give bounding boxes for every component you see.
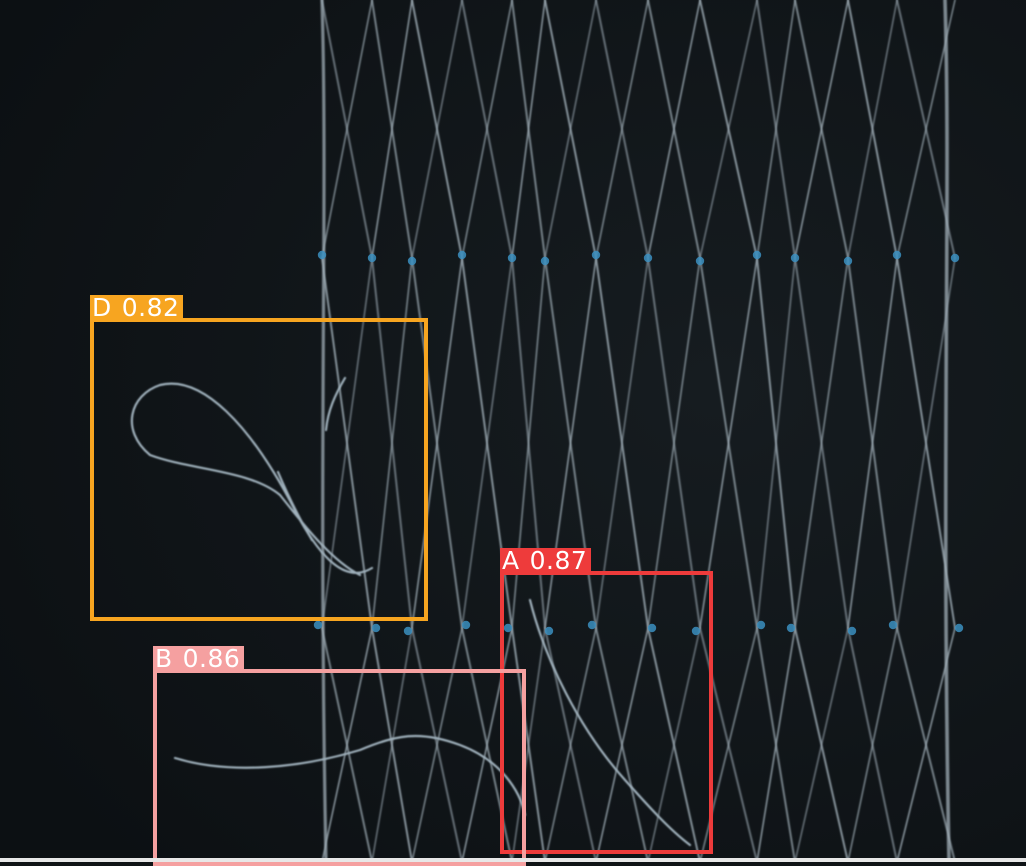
net-strand	[847, 257, 898, 629]
net-knot	[591, 250, 601, 260]
net-strand	[896, 0, 956, 259]
detection-label-b: B 0.86	[153, 644, 245, 673]
net-knot	[367, 253, 377, 263]
net-strand	[371, 257, 413, 629]
net-knot	[371, 623, 381, 633]
net-knot	[950, 253, 960, 263]
net-strand	[847, 0, 898, 259]
net-strand	[699, 0, 758, 259]
net-knot	[892, 250, 902, 260]
a-strand	[528, 598, 692, 847]
net-knot	[843, 256, 853, 266]
net-strand	[756, 627, 796, 862]
net-strand	[756, 0, 796, 259]
net-strand	[794, 627, 849, 862]
detection-confidence-b: 0.86	[182, 644, 241, 673]
net-knot	[643, 253, 653, 263]
net-knot	[403, 626, 413, 636]
net-knot	[691, 626, 701, 636]
net-knot	[313, 620, 323, 630]
loop-tail-2	[324, 376, 347, 432]
net-knot	[587, 620, 597, 630]
loose-strands	[130, 376, 692, 847]
net-strand	[321, 627, 373, 862]
net-strand	[794, 0, 849, 259]
net-strand	[544, 257, 597, 629]
detection-class-b: B	[155, 644, 173, 673]
net-strand	[321, 257, 373, 629]
net-strand	[647, 0, 701, 259]
detection-box-a: A 0.87	[500, 548, 713, 854]
net-strand	[511, 257, 546, 629]
net-knot	[756, 620, 766, 630]
net-strand	[847, 627, 898, 862]
net-knot	[888, 620, 898, 630]
net-strand	[756, 257, 796, 629]
net-strand	[699, 627, 758, 862]
net-strand	[461, 627, 513, 862]
net-knots	[313, 250, 964, 636]
net-strand	[595, 257, 649, 629]
loop-tail	[276, 470, 314, 542]
detection-label-d: D 0.82	[90, 293, 184, 322]
net-strand	[321, 0, 373, 259]
net-knot	[786, 623, 796, 633]
net-strand	[647, 627, 701, 862]
net-strand	[544, 627, 597, 862]
net-strand	[371, 627, 413, 862]
net-knot	[954, 623, 964, 633]
detection-label-a: A 0.87	[500, 546, 592, 575]
net-border-rope	[320, 0, 328, 862]
net-strand	[461, 257, 513, 629]
net-knot	[752, 250, 762, 260]
detection-confidence-d: 0.82	[121, 293, 180, 322]
net-knot	[647, 623, 657, 633]
net-strand	[647, 257, 701, 629]
net-knot	[847, 626, 857, 636]
net-knot	[695, 256, 705, 266]
net-strand	[794, 257, 849, 629]
net-knot	[544, 626, 554, 636]
net-knot	[503, 623, 513, 633]
net-knot	[790, 253, 800, 263]
net-strand	[544, 0, 597, 259]
net-strand	[511, 0, 546, 259]
net-strand	[699, 257, 758, 629]
net-strand	[371, 0, 413, 259]
net-knot	[457, 250, 467, 260]
net-strand	[595, 0, 649, 259]
net-knot	[507, 253, 517, 263]
detection-box-d: D 0.82	[90, 295, 428, 621]
net-strand	[595, 627, 649, 862]
net-strand	[511, 627, 546, 862]
net-knot	[317, 250, 327, 260]
net-knot	[461, 620, 471, 630]
net-strand	[461, 0, 513, 259]
detection-class-a: A	[502, 546, 520, 575]
net-knot	[407, 256, 417, 266]
detection-confidence-a: 0.87	[529, 546, 588, 575]
net-strand	[411, 257, 463, 629]
detection-box-b: B 0.86	[153, 646, 526, 866]
net-border-rope	[943, 0, 951, 862]
bottom-edge	[0, 858, 1026, 862]
detection-class-d: D	[92, 293, 112, 322]
net-strand	[411, 0, 463, 259]
net-strand	[411, 627, 463, 862]
net-mesh	[320, 0, 956, 862]
net-knot	[540, 256, 550, 266]
